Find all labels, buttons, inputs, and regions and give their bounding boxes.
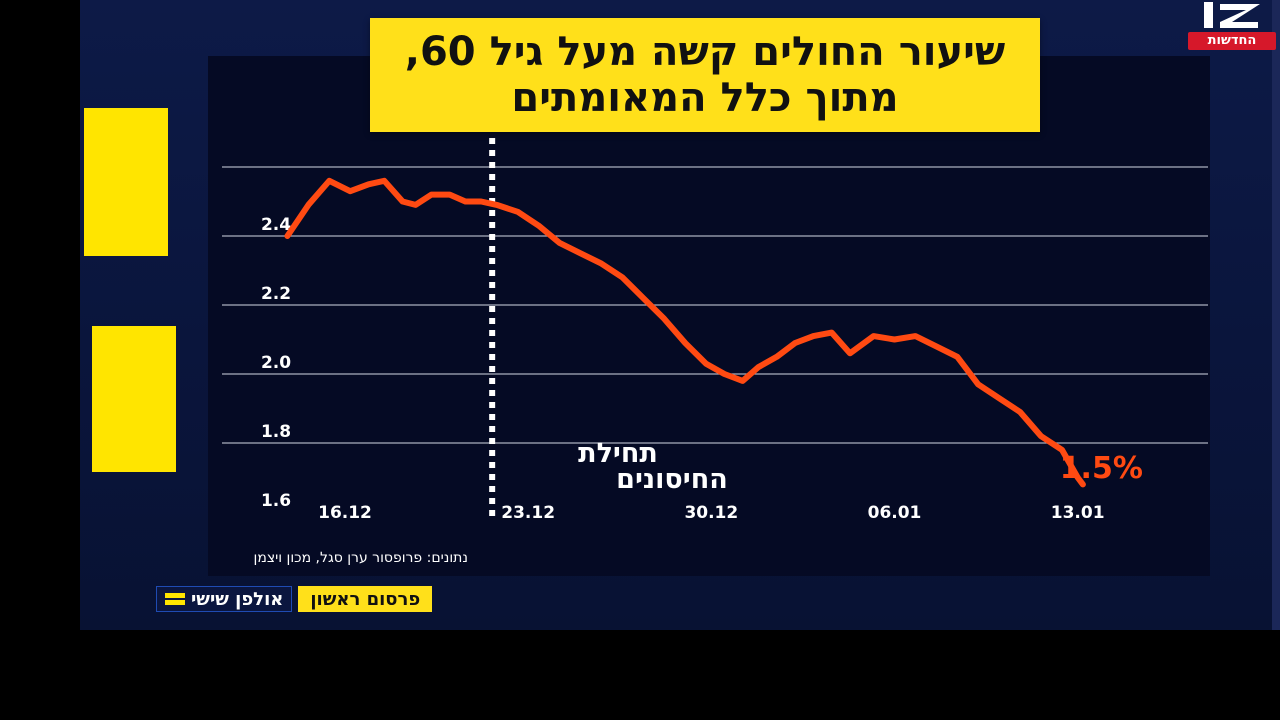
y-tick-label: 2.4 <box>261 215 291 235</box>
program-name-badge: אולפן שישי <box>156 586 293 612</box>
vaccination-start-label: החיסונים <box>616 464 728 495</box>
chart-title-line1: שיעור החולים קשה מעל גיל 60, <box>404 29 1006 75</box>
x-tick-label: 30.12 <box>684 503 738 523</box>
y-tick-label: 1.6 <box>261 491 291 511</box>
data-source-note: נתונים: פרופסור ערן סגל, מכון ויצמן <box>253 550 468 566</box>
decorative-yellow-block <box>92 326 176 472</box>
exclusive-badge: פרסום ראשון <box>298 586 433 612</box>
y-tick-label: 2.2 <box>261 284 291 304</box>
x-tick-label: 16.12 <box>318 503 372 523</box>
y-tick-label: 1.8 <box>261 422 291 442</box>
lower-third: אולפן שישי פרסום ראשון <box>156 586 433 612</box>
series-line <box>284 177 1086 488</box>
channel-logo: החדשות <box>1188 0 1276 52</box>
program-name: אולפן שישי <box>191 588 284 610</box>
screen-edge <box>1272 0 1280 630</box>
plot-panel <box>208 56 1210 576</box>
decorative-yellow-block <box>84 108 168 256</box>
x-tick-label: 06.01 <box>868 503 922 523</box>
program-logo-icon <box>165 593 185 605</box>
x-tick-label: 23.12 <box>501 503 555 523</box>
channel-12-logo-icon <box>1204 2 1260 28</box>
end-value-label: 1.5% <box>1060 451 1143 486</box>
x-tick-label: 13.01 <box>1051 503 1105 523</box>
chart-title-line2: מתוך כלל המאומתים <box>511 75 899 121</box>
y-tick-label: 2.0 <box>261 353 291 373</box>
channel-logo-label: החדשות <box>1188 32 1276 50</box>
chart-title: שיעור החולים קשה מעל גיל 60, מתוך כלל המ… <box>370 18 1040 132</box>
vaccination-start-label: תחילת <box>578 438 658 469</box>
